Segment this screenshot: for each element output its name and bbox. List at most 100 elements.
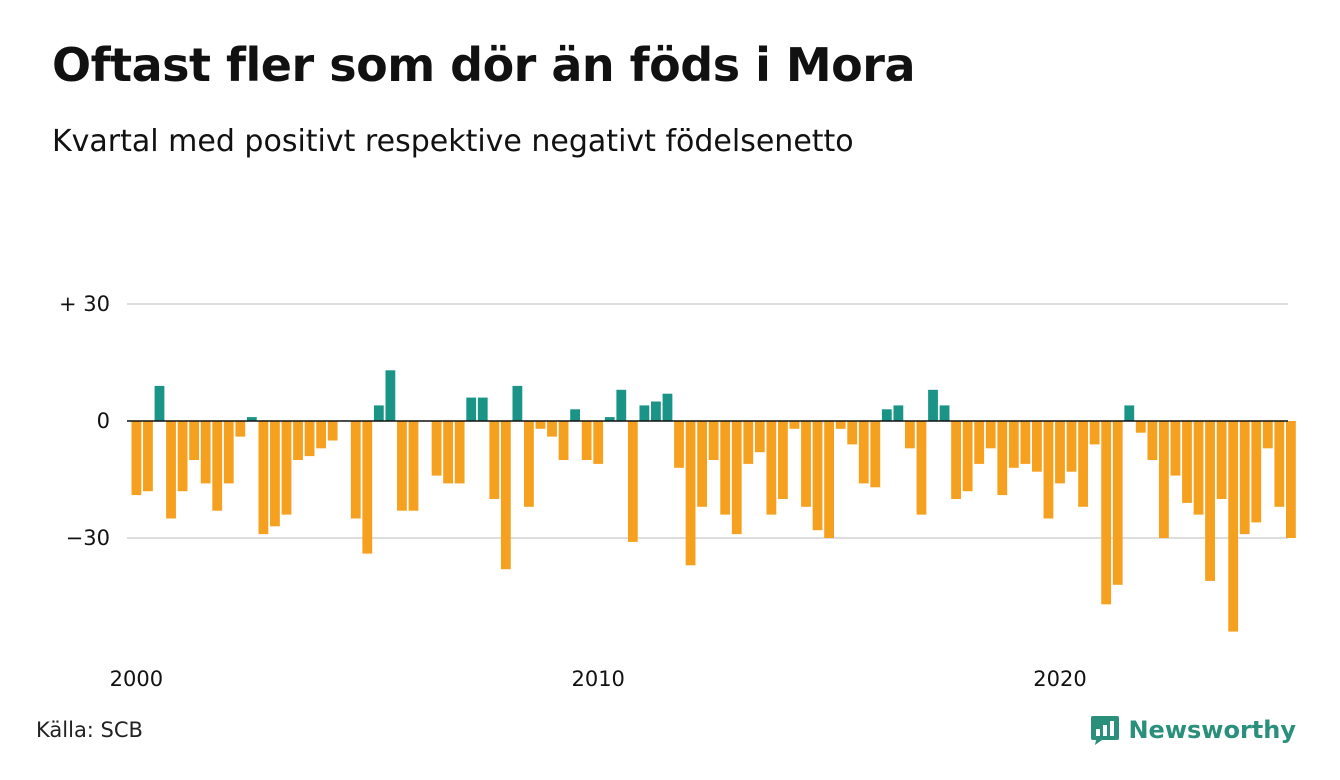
bar bbox=[258, 421, 269, 535]
bar bbox=[905, 421, 915, 449]
brand-logo: Newsworthy bbox=[1090, 714, 1296, 746]
bar bbox=[143, 421, 153, 492]
bar bbox=[1066, 421, 1077, 472]
axis-layer: + 30 0 −30 2000 2010 2020 bbox=[59, 292, 1288, 691]
bar bbox=[778, 421, 788, 499]
bar bbox=[881, 409, 892, 421]
bar bbox=[1055, 421, 1065, 484]
bar bbox=[350, 421, 361, 519]
x-tick-label: 2020 bbox=[1033, 667, 1086, 691]
bar bbox=[454, 421, 465, 484]
bar bbox=[766, 421, 777, 515]
bar bbox=[212, 421, 223, 511]
brand-name: Newsworthy bbox=[1128, 716, 1296, 744]
grid-layer bbox=[127, 303, 1288, 539]
bar bbox=[246, 417, 257, 421]
bar bbox=[743, 421, 754, 464]
bar bbox=[685, 421, 696, 566]
bar bbox=[397, 421, 407, 511]
bar bbox=[951, 421, 961, 499]
bar bbox=[1020, 421, 1031, 464]
bar bbox=[235, 421, 246, 437]
bar bbox=[166, 421, 176, 519]
bar bbox=[570, 409, 581, 421]
bar bbox=[731, 421, 742, 535]
bar bbox=[847, 421, 858, 445]
bar bbox=[812, 421, 823, 531]
y-tick-label: 0 bbox=[97, 409, 110, 433]
bar bbox=[373, 405, 384, 421]
bar bbox=[604, 417, 615, 421]
bar bbox=[639, 405, 650, 421]
bar bbox=[189, 421, 200, 460]
bar bbox=[489, 421, 500, 499]
bar bbox=[789, 421, 800, 429]
bar bbox=[316, 421, 327, 449]
bar bbox=[1159, 421, 1169, 538]
bar bbox=[1216, 421, 1227, 499]
bar bbox=[1032, 421, 1042, 472]
bar bbox=[616, 389, 627, 421]
bar bbox=[1239, 421, 1250, 535]
bar bbox=[697, 421, 708, 507]
x-tick-label: 2000 bbox=[110, 667, 163, 691]
bar bbox=[1043, 421, 1054, 519]
bar bbox=[524, 421, 534, 507]
bar bbox=[500, 421, 511, 570]
bar bbox=[1078, 421, 1088, 507]
bar bbox=[1251, 421, 1262, 523]
bar bbox=[1147, 421, 1158, 460]
bar bbox=[581, 421, 592, 460]
bar bbox=[1170, 421, 1181, 476]
bar bbox=[858, 421, 869, 484]
bar bbox=[293, 421, 303, 460]
bar bbox=[674, 421, 684, 468]
bar bbox=[327, 421, 338, 441]
bar bbox=[385, 370, 396, 421]
bar bbox=[154, 385, 165, 421]
chart-title: Oftast fler som dör än föds i Mora bbox=[52, 38, 916, 92]
newsworthy-logo-icon bbox=[1091, 716, 1120, 745]
bar bbox=[985, 421, 996, 449]
bars-layer bbox=[131, 370, 1296, 632]
bar bbox=[408, 421, 419, 511]
source-label: Källa: SCB bbox=[36, 718, 143, 742]
y-tick-label: + 30 bbox=[59, 292, 110, 316]
bar bbox=[893, 405, 904, 421]
bar bbox=[835, 421, 846, 429]
bar bbox=[1182, 421, 1192, 503]
y-tick-label: −30 bbox=[66, 526, 110, 550]
bar bbox=[974, 421, 985, 464]
bar bbox=[477, 397, 488, 421]
bar bbox=[1228, 421, 1239, 632]
bar bbox=[1193, 421, 1204, 515]
bar bbox=[1135, 421, 1146, 433]
bar bbox=[535, 421, 546, 429]
bar bbox=[1286, 421, 1296, 538]
bar bbox=[593, 421, 604, 464]
bar bbox=[870, 421, 881, 488]
bar bbox=[962, 421, 973, 492]
bar bbox=[662, 393, 673, 421]
bar bbox=[200, 421, 211, 484]
bar-chart: + 30 0 −30 2000 2010 2020 bbox=[59, 292, 1296, 691]
bar bbox=[558, 421, 569, 460]
bar bbox=[720, 421, 731, 515]
bar bbox=[270, 421, 280, 527]
bar bbox=[431, 421, 442, 476]
bar bbox=[939, 405, 950, 421]
bar bbox=[1089, 421, 1100, 445]
bar bbox=[997, 421, 1008, 496]
bar bbox=[708, 421, 719, 460]
bar bbox=[1205, 421, 1215, 581]
bar bbox=[627, 421, 638, 542]
bar bbox=[1274, 421, 1285, 507]
bar bbox=[651, 401, 661, 421]
bar bbox=[1101, 421, 1112, 605]
bar bbox=[1124, 405, 1135, 421]
bar bbox=[223, 421, 234, 484]
chart-subtitle: Kvartal med positivt respektive negativt… bbox=[52, 124, 854, 159]
bar bbox=[824, 421, 834, 538]
bar bbox=[512, 385, 523, 421]
bar bbox=[1008, 421, 1019, 468]
